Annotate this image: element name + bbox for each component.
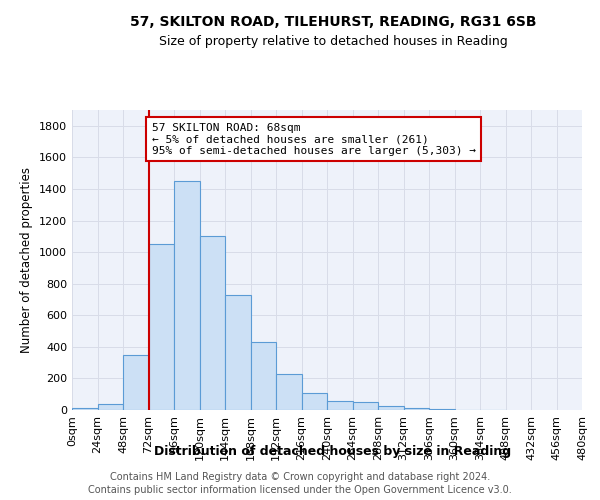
Text: Contains public sector information licensed under the Open Government Licence v3: Contains public sector information licen… <box>88 485 512 495</box>
Bar <box>404 408 429 410</box>
Bar <box>174 181 199 410</box>
Text: 57 SKILTON ROAD: 68sqm
← 5% of detached houses are smaller (261)
95% of semi-det: 57 SKILTON ROAD: 68sqm ← 5% of detached … <box>152 122 476 156</box>
Text: Contains HM Land Registry data © Crown copyright and database right 2024.: Contains HM Land Registry data © Crown c… <box>110 472 490 482</box>
Bar <box>225 294 251 410</box>
Bar <box>429 409 455 410</box>
Bar <box>149 244 174 410</box>
Text: Distribution of detached houses by size in Reading: Distribution of detached houses by size … <box>154 445 512 458</box>
Bar <box>199 236 225 410</box>
Bar <box>97 404 123 410</box>
Y-axis label: Number of detached properties: Number of detached properties <box>20 167 34 353</box>
Bar <box>378 406 404 410</box>
Text: 57, SKILTON ROAD, TILEHURST, READING, RG31 6SB: 57, SKILTON ROAD, TILEHURST, READING, RG… <box>130 15 536 29</box>
Bar <box>302 392 327 410</box>
Bar <box>251 342 276 410</box>
Bar <box>353 402 378 410</box>
Text: Size of property relative to detached houses in Reading: Size of property relative to detached ho… <box>158 35 508 48</box>
Bar <box>276 374 302 410</box>
Bar <box>327 400 353 410</box>
Bar <box>123 354 149 410</box>
Bar <box>72 408 97 410</box>
